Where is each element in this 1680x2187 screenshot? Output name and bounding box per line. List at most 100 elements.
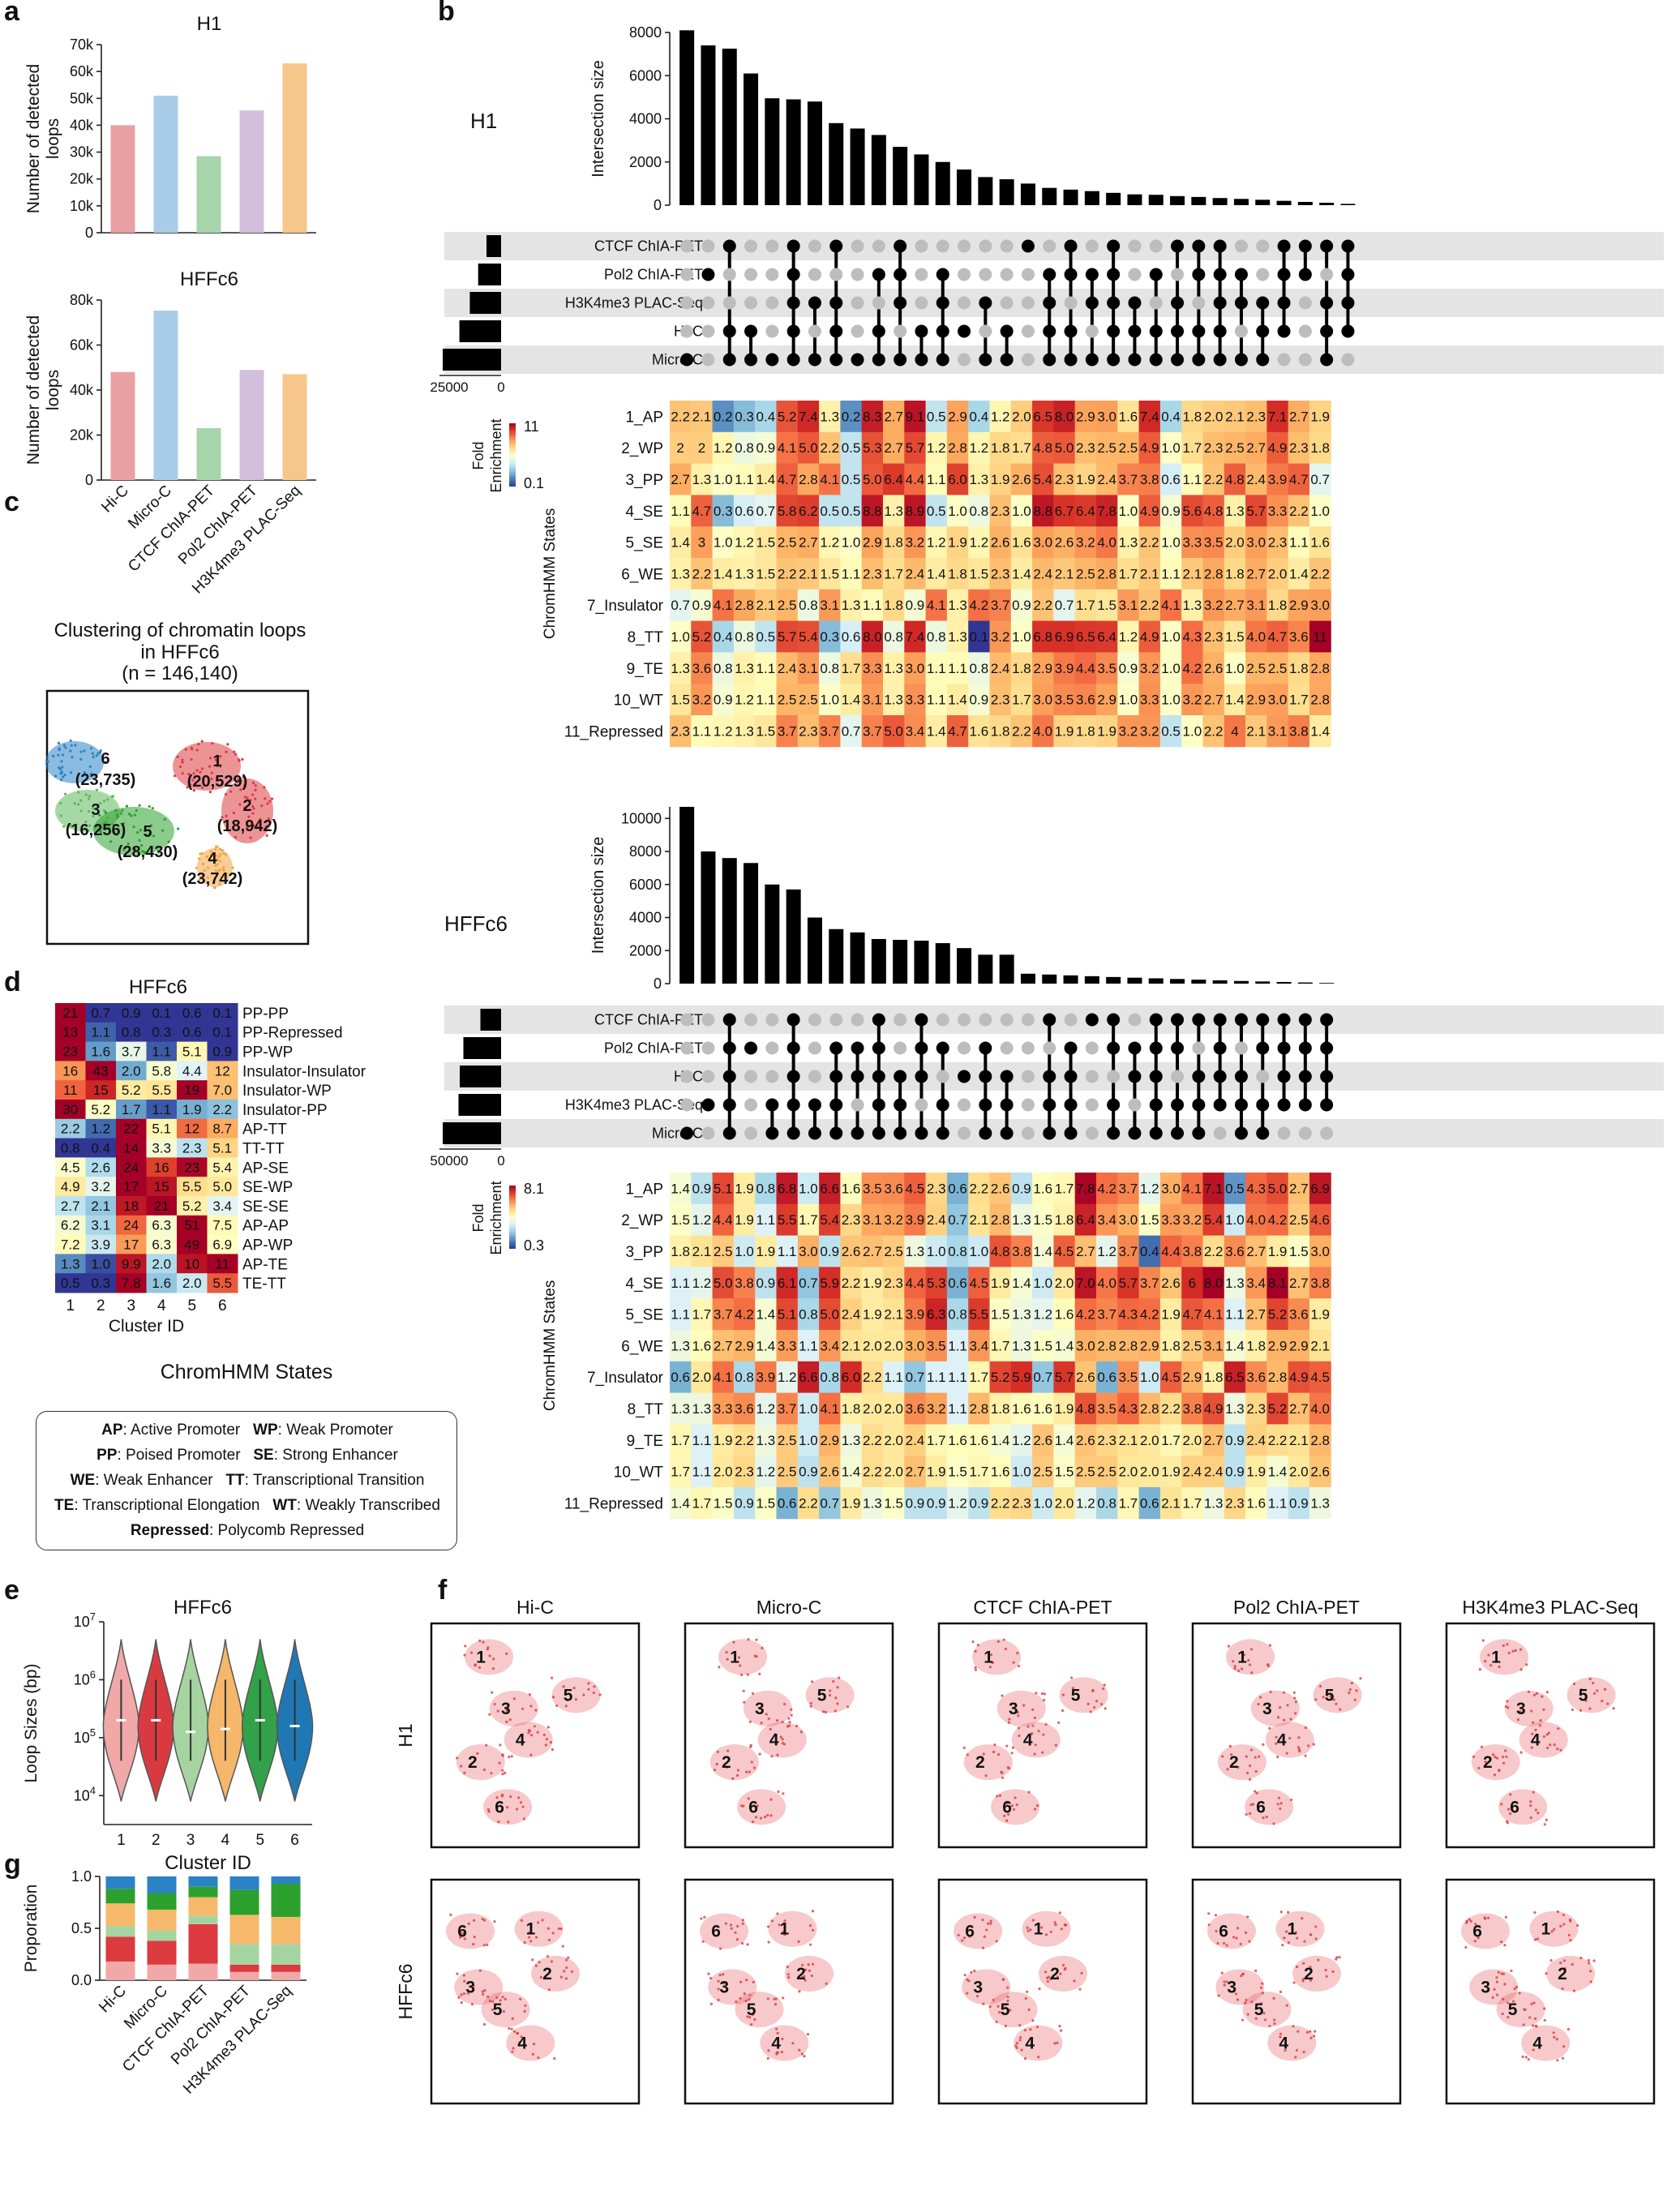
matrix-dot	[1171, 1126, 1185, 1140]
matrix-dot	[786, 296, 800, 310]
heat-cell	[691, 1298, 714, 1331]
heat-value: 1.5	[671, 693, 690, 708]
heat-value: 1.8	[1055, 1212, 1074, 1228]
heat-cell	[861, 1361, 884, 1394]
density-point	[718, 1666, 721, 1669]
heat-cell	[1074, 1235, 1097, 1267]
matrix-dot	[958, 324, 971, 338]
cluster-point	[132, 825, 135, 829]
heat-cell	[819, 1361, 841, 1394]
cluster-heat-value: 13	[62, 1025, 78, 1040]
density-point	[1502, 1644, 1505, 1647]
heat-value: 2.4	[1183, 1464, 1202, 1480]
heat-value: 5.1	[714, 1181, 733, 1196]
heat-cell	[904, 684, 927, 716]
stack-segment	[147, 1940, 177, 1965]
grid-cluster-label: 3	[973, 1978, 983, 1996]
heat-value: 1.8	[1246, 1338, 1266, 1353]
cluster-heat-value: 11	[215, 1256, 229, 1271]
heat-cell	[861, 1298, 884, 1331]
matrix-dot	[1085, 296, 1099, 310]
heat-cell	[1010, 1330, 1033, 1362]
cluster-heat-value: 7.8	[122, 1276, 141, 1291]
heat-value: 6.4	[1076, 504, 1095, 519]
heat-value: 0.5	[927, 504, 946, 519]
heat-value: 1.7	[1012, 693, 1031, 708]
cluster-heat-value: 0.1	[212, 1025, 232, 1040]
cluster-point	[200, 767, 204, 770]
heat-cell	[925, 401, 948, 433]
density-point	[787, 1717, 791, 1720]
heat-cell	[1309, 463, 1331, 495]
density-point	[1491, 1996, 1494, 1999]
intersection-bar	[1127, 194, 1142, 205]
density-point	[1293, 1696, 1296, 1700]
set-size-tick: 0	[497, 380, 504, 395]
density-point	[707, 1972, 710, 1975]
density-point	[748, 1720, 752, 1723]
heat-cell	[1202, 495, 1225, 527]
matrix-dot	[1320, 1070, 1334, 1083]
heat-value: 2.2	[1204, 1244, 1224, 1259]
heat-cell	[946, 1456, 969, 1488]
density-point	[766, 1997, 769, 2000]
heat-value: 1.8	[991, 440, 1010, 456]
heat-value: 4.5	[906, 1181, 925, 1196]
heat-cell	[1309, 495, 1331, 527]
heat-cell	[925, 526, 948, 559]
heat-cell	[1074, 1487, 1097, 1520]
heat-cell	[1202, 431, 1225, 465]
heat-cell	[1202, 1267, 1225, 1299]
stack-segment	[271, 1876, 301, 1884]
heat-cell	[797, 684, 820, 716]
heat-cell	[1224, 1487, 1246, 1520]
cluster-point	[215, 845, 218, 848]
density-point	[1223, 1941, 1226, 1945]
heat-value: 4.0	[1310, 1401, 1330, 1417]
heat-value: 1.1	[863, 598, 882, 613]
heat-value: 3.0	[1310, 598, 1330, 613]
density-point	[1561, 1987, 1564, 1991]
heat-value: 3.8	[735, 1276, 754, 1291]
heat-cell	[776, 589, 799, 622]
heat-value: 3.6	[735, 1401, 754, 1417]
heat-cell	[1245, 1487, 1267, 1520]
cluster-point	[99, 802, 102, 805]
heat-value: 2.5	[884, 1244, 903, 1259]
density-point	[1207, 1923, 1211, 1927]
heat-cell	[1117, 589, 1140, 622]
heat-cell	[670, 1361, 692, 1394]
density-point	[974, 1668, 978, 1671]
heat-value: 2.5	[1033, 1464, 1052, 1480]
density-point	[507, 1820, 510, 1824]
heat-cell	[840, 1487, 863, 1520]
cluster-point	[174, 774, 177, 778]
density-point	[1008, 1717, 1011, 1721]
matrix-dot	[872, 1070, 885, 1083]
heat-value: 1.4	[1289, 566, 1309, 581]
heat-value: 2.2	[692, 566, 712, 581]
heat-cell	[1245, 684, 1267, 716]
heat-cell	[1138, 589, 1161, 622]
density-point	[767, 1717, 770, 1721]
y-tick-label: 20k	[70, 171, 94, 187]
heat-value: 2.8	[1310, 693, 1330, 708]
heat-value: 0.8	[735, 1370, 754, 1385]
heat-cell	[1074, 684, 1097, 716]
heat-cell	[712, 1424, 735, 1456]
density-point	[1478, 1668, 1482, 1671]
heat-value: 2.6	[991, 1181, 1010, 1196]
heat-cell	[797, 1487, 820, 1520]
matrix-dot	[915, 1041, 928, 1055]
heat-cell	[925, 1203, 948, 1237]
heat-value: 1.4	[1310, 723, 1330, 739]
stack-segment	[229, 1944, 259, 1965]
heat-value: 2.0	[1055, 1276, 1074, 1291]
heat-value: 7.4	[799, 409, 818, 424]
heat-cell	[1245, 1361, 1267, 1394]
heat-value: 3.7	[991, 598, 1010, 613]
heat-cell	[1159, 1424, 1182, 1456]
density-point	[798, 2048, 801, 2052]
grid-cluster-label: 2	[1050, 1965, 1060, 1983]
violin-x-tick: 2	[152, 1832, 161, 1849]
